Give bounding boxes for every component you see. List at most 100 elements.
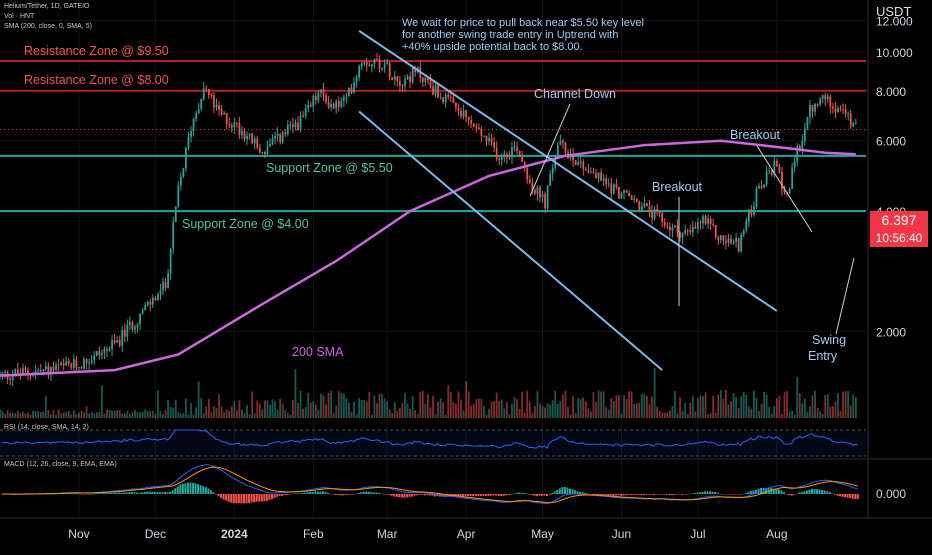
volume-bar [230,406,233,418]
macd-hist-bar [497,494,500,497]
volume-bar [286,412,289,418]
volume-bar [528,401,531,418]
macd-hist-bar [118,492,121,494]
candle-body [363,62,366,64]
macd-hist-bar [780,490,783,494]
note-line: We wait for price to pull back near $5.5… [402,17,644,29]
candle-body [439,97,442,99]
volume-bar [246,405,248,418]
volume-bar [144,409,147,418]
macd-hist-bar [660,494,663,495]
volume-bar [791,410,794,418]
macd-hist-bar [253,494,256,503]
volume-bar [490,401,493,418]
volume-bar [391,412,394,418]
volume-bar [638,402,641,418]
candle-body [765,171,768,185]
candle-body [276,134,279,137]
volume-bar [388,409,391,418]
candle-body [500,156,503,160]
volume-bar [745,394,748,418]
currency-label[interactable]: USDT [876,4,912,19]
volume-bar [266,400,269,418]
macd-hist-bar [632,494,635,495]
volume-bar [0,409,1,418]
candle-body [50,366,52,375]
macd-hist-bar [515,492,518,494]
candle-body [668,226,671,231]
macd-hist-bar [805,490,808,494]
candle-body [213,95,215,108]
volume-bar [360,399,363,418]
macd-hist-bar [100,493,103,494]
candle-body [169,248,172,274]
candle-body [67,361,70,365]
candle-body [778,166,781,173]
candle-body [144,305,147,311]
candle-body [75,359,78,368]
volume-bar [826,393,829,418]
volume-bar [579,399,582,418]
macd-hist-bar [311,491,314,494]
candle-body [22,368,24,375]
macd-hist-bar [306,492,309,494]
macd-hist-bar [691,493,694,494]
volume-bar [111,410,113,418]
macd-legend: MACD (12, 26, close, 9, EMA, EMA) [4,461,117,468]
candle-body [370,64,373,67]
volume-bar [635,403,638,418]
volume-bar [401,403,404,418]
candle-body [834,108,837,113]
macd-hist-bar [283,494,286,496]
candle-body [686,230,689,232]
candle-body [246,135,248,140]
candle-body [460,110,462,117]
volume-bar [554,390,557,418]
volume-bar [378,393,381,418]
candle-body [610,183,613,194]
candle-body [233,122,236,128]
macd-hist-bar [416,494,419,496]
volume-bar [816,407,819,418]
candle-body [406,76,409,80]
macd-hist-bar [421,494,424,495]
macd-hist-bar [321,491,324,494]
volume-bar [251,391,254,418]
macd-hist-bar [130,491,133,494]
macd-hist-bar [788,494,791,496]
candle-body [85,359,88,364]
y-tick-label: 12.000 [876,14,913,28]
volume-bar [19,413,22,418]
volume-bar [187,414,190,418]
volume-bar [317,409,320,418]
volume-bar [778,395,781,418]
candle-body [590,172,592,174]
volume-bar [684,402,687,418]
volume-bar [834,401,837,418]
volume-bar [796,377,799,418]
volume-bar [488,408,490,418]
candle-body [544,194,546,208]
volume-bar [368,391,371,418]
volume-bar [829,406,832,418]
volume-bar [358,397,361,418]
volume-bar [235,410,238,418]
volume-bar [419,391,422,418]
candle-body [735,238,737,243]
candle-body [457,107,460,111]
candle-body [623,190,625,193]
macd-hist-bar [505,494,508,496]
candle-body [773,160,776,175]
macd-hist-bar [431,494,434,496]
macd-hist-bar [240,494,243,504]
volume-bar [302,408,304,418]
volume-bar [849,405,852,418]
candle-body [536,187,539,194]
volume-bar [630,391,633,418]
macd-hist-bar [67,493,70,494]
macd-hist-bar [192,482,195,494]
candle-body [564,142,567,153]
candle-body [55,364,57,370]
